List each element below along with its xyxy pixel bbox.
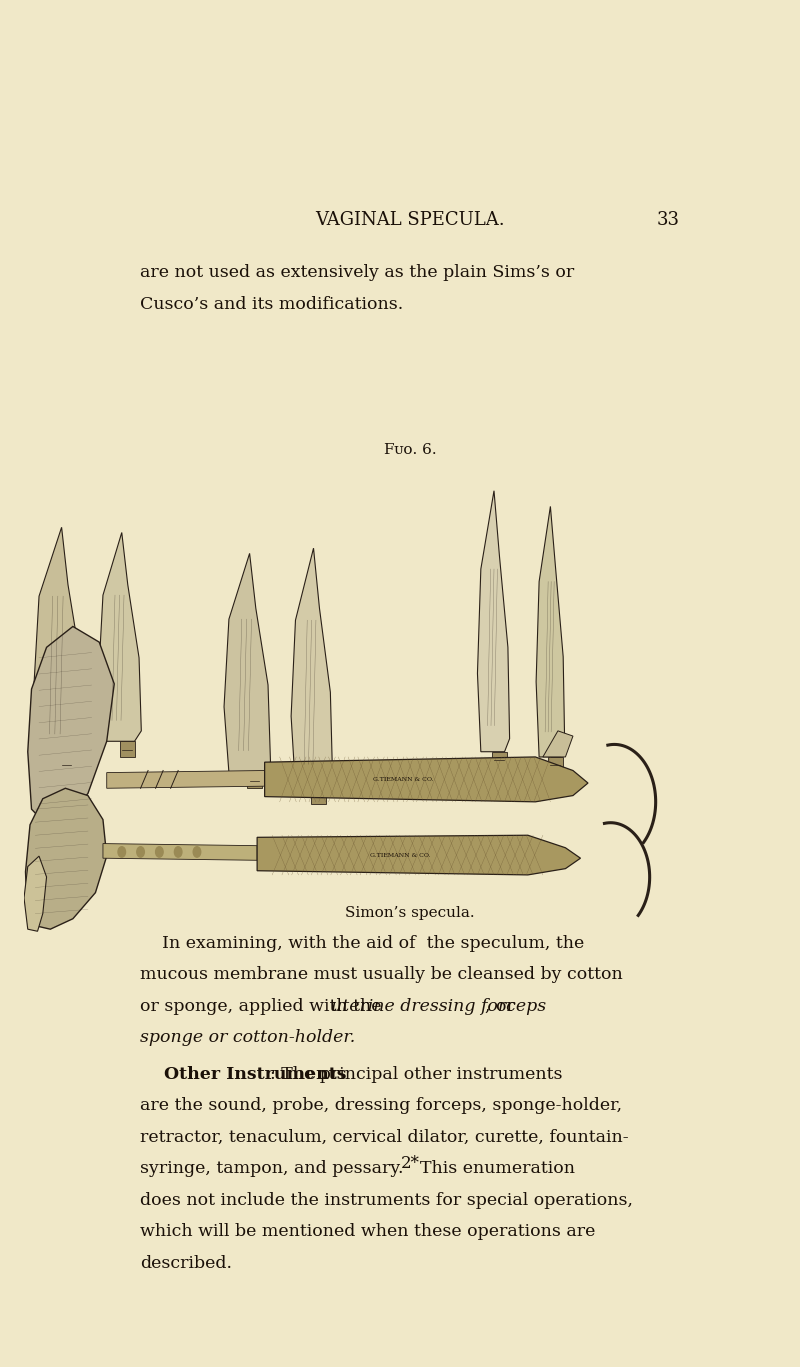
Text: , or: , or [485, 998, 515, 1014]
Polygon shape [103, 843, 257, 860]
Circle shape [194, 846, 201, 857]
Polygon shape [536, 506, 565, 757]
Polygon shape [26, 789, 106, 930]
Polygon shape [24, 856, 46, 931]
Polygon shape [291, 548, 333, 789]
Circle shape [137, 846, 144, 857]
Polygon shape [28, 626, 114, 824]
Circle shape [118, 846, 126, 857]
Text: sponge or cotton-holder.: sponge or cotton-holder. [140, 1029, 355, 1046]
Circle shape [156, 846, 163, 857]
Text: Cusco’s and its modifications.: Cusco’s and its modifications. [140, 295, 403, 313]
Text: retractor, tenaculum, cervical dilator, curette, fountain-: retractor, tenaculum, cervical dilator, … [140, 1129, 629, 1146]
Text: : The principal other instruments: : The principal other instruments [270, 1066, 563, 1083]
Polygon shape [34, 528, 84, 757]
Polygon shape [492, 752, 506, 767]
Text: Simon’s specula.: Simon’s specula. [345, 906, 475, 920]
Polygon shape [59, 757, 74, 772]
Text: In examining, with the aid of  the speculum, the: In examining, with the aid of the specul… [140, 935, 585, 951]
Text: are the sound, probe, dressing forceps, sponge-holder,: are the sound, probe, dressing forceps, … [140, 1098, 622, 1114]
Text: mucous membrane must usually be cleansed by cotton: mucous membrane must usually be cleansed… [140, 966, 623, 983]
Text: Other Instruments: Other Instruments [140, 1066, 347, 1083]
Text: uterine dressing forceps: uterine dressing forceps [331, 998, 546, 1014]
Text: described.: described. [140, 1255, 232, 1273]
Text: does not include the instruments for special operations,: does not include the instruments for spe… [140, 1192, 634, 1208]
Polygon shape [98, 533, 142, 741]
Text: Fᴜᴏ. 6.: Fᴜᴏ. 6. [384, 443, 436, 457]
Polygon shape [257, 835, 581, 875]
Text: 2*: 2* [401, 1155, 419, 1173]
Text: G.TIEMANN & CO.: G.TIEMANN & CO. [370, 853, 430, 857]
Polygon shape [548, 757, 563, 772]
Text: G.TIEMANN & CO.: G.TIEMANN & CO. [374, 776, 434, 782]
Text: or sponge, applied with the: or sponge, applied with the [140, 998, 387, 1014]
Text: VAGINAL SPECULA.: VAGINAL SPECULA. [315, 212, 505, 230]
Text: syringe, tampon, and pessary.   This enumeration: syringe, tampon, and pessary. This enume… [140, 1161, 575, 1177]
Text: 33: 33 [657, 212, 680, 230]
Polygon shape [478, 491, 510, 752]
Polygon shape [224, 554, 270, 772]
Polygon shape [543, 731, 573, 757]
Polygon shape [311, 789, 326, 804]
Polygon shape [247, 772, 262, 789]
Text: which will be mentioned when these operations are: which will be mentioned when these opera… [140, 1223, 596, 1240]
Text: are not used as extensively as the plain Sims’s or: are not used as extensively as the plain… [140, 264, 574, 282]
Circle shape [174, 846, 182, 857]
Polygon shape [265, 757, 588, 802]
Polygon shape [106, 771, 265, 789]
Polygon shape [119, 741, 134, 757]
